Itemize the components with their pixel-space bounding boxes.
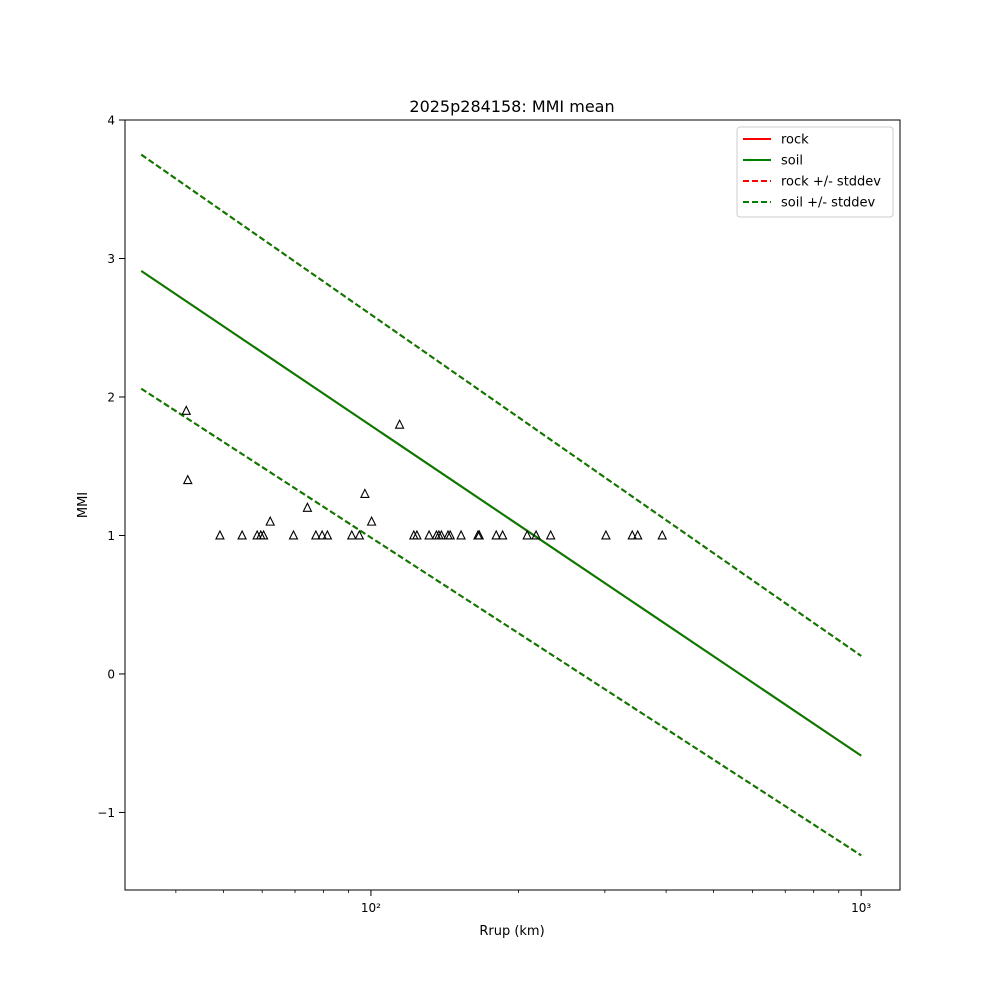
observation-point: [474, 529, 485, 540]
y-tick-label: 2: [107, 390, 115, 404]
soil-stddev-lower-line: [140, 387, 862, 857]
plot-area: [140, 153, 862, 857]
observation-point: [322, 529, 333, 540]
soil-stddev-upper-line: [140, 153, 862, 657]
observation-point: [497, 529, 508, 540]
legend: rock soil rock +/- stddev soil +/- stddev: [736, 126, 894, 218]
chart-title: 2025p284158: MMI mean: [409, 97, 614, 116]
observation-point: [456, 529, 466, 540]
observation-point: [182, 474, 193, 485]
observation-point: [265, 515, 276, 526]
observation-point: [412, 529, 422, 540]
observation-point: [288, 529, 299, 540]
observation-point: [545, 529, 556, 540]
plot-frame: [124, 119, 901, 891]
x-axis-label: Rrup (km): [479, 924, 544, 939]
y-tick-label: 0: [107, 667, 115, 681]
observation-point: [491, 529, 502, 540]
axes: 10² 10³ −1 0 1 2 3 4: [97, 114, 871, 916]
y-tick-label: −1: [97, 806, 115, 820]
observation-point: [181, 405, 192, 415]
observation-point: [360, 488, 370, 498]
x-tick-label: 10²: [361, 901, 381, 915]
y-tick-label: 3: [107, 252, 115, 266]
observation-point: [632, 529, 643, 540]
observation-point: [215, 529, 225, 540]
observation-point: [445, 529, 456, 540]
y-tick-label: 1: [107, 529, 115, 543]
soil-line: [140, 270, 862, 757]
observation-point: [346, 529, 357, 540]
observation-point: [601, 529, 611, 540]
observation-point: [627, 529, 638, 540]
observation-point: [522, 529, 533, 540]
observation-point: [366, 515, 377, 526]
legend-label: rock: [781, 133, 809, 148]
observation-point: [310, 529, 321, 540]
x-tick-label: 10³: [851, 901, 871, 915]
observation-point: [657, 529, 668, 540]
observation-point: [424, 529, 434, 540]
observation-point: [354, 529, 365, 540]
observation-point: [302, 502, 313, 512]
observation-point: [531, 529, 541, 540]
legend-label: soil: [781, 154, 803, 169]
legend-box: [736, 126, 894, 218]
observation-point: [258, 529, 269, 540]
y-tick-label: 4: [107, 114, 115, 128]
observation-point: [436, 529, 447, 540]
legend-label: rock +/- stddev: [781, 175, 881, 190]
y-axis-label: MMI: [76, 492, 91, 518]
observation-point: [237, 529, 247, 540]
legend-label: soil +/- stddev: [781, 196, 876, 211]
observation-point: [394, 418, 405, 429]
observation-point: [317, 529, 327, 540]
